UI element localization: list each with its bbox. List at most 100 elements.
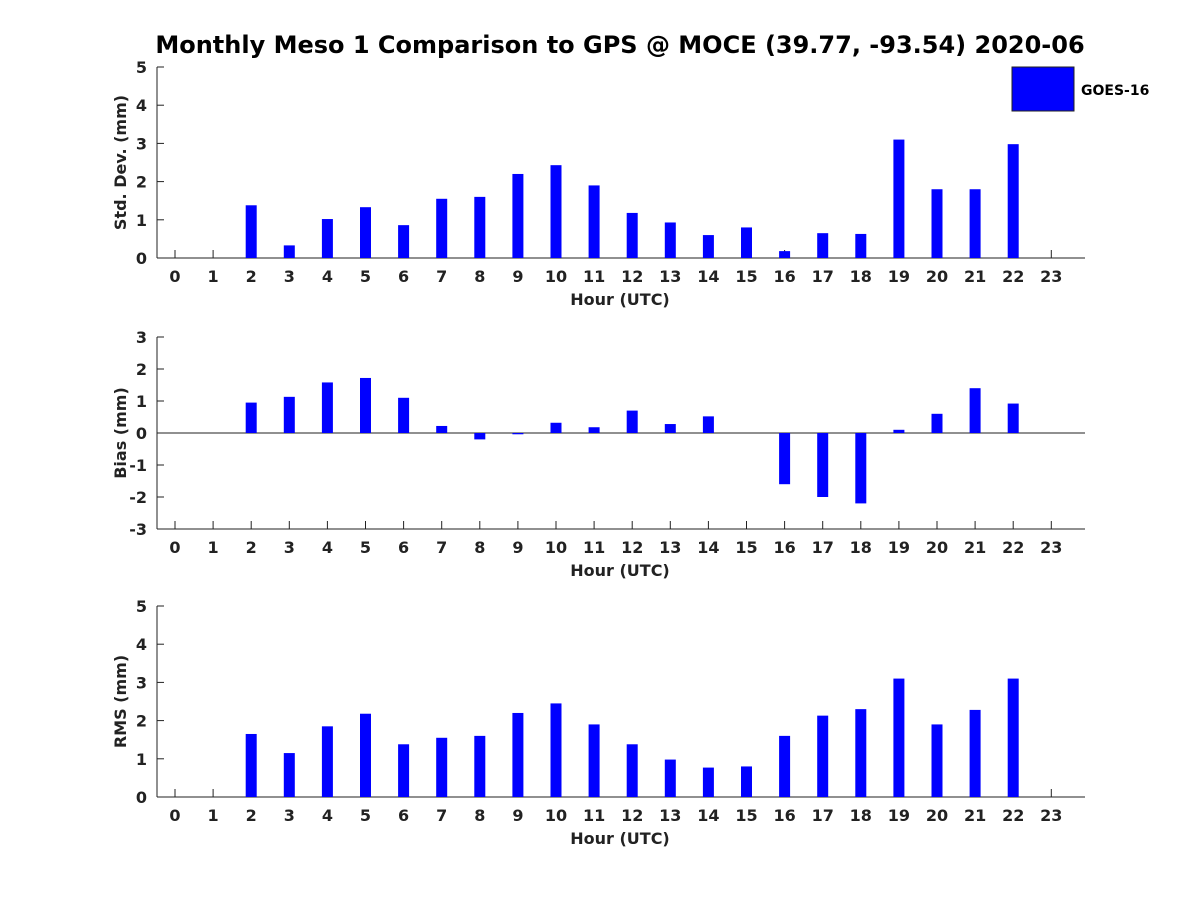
legend-swatch bbox=[1011, 66, 1075, 112]
y-tick-label: 1 bbox=[136, 392, 147, 411]
bar-bias-hour-5 bbox=[360, 377, 371, 433]
bar-bias-hour-18 bbox=[855, 433, 867, 504]
x-tick-label: 23 bbox=[1040, 806, 1062, 825]
bar-std-dev-hour-4 bbox=[321, 219, 333, 258]
x-tick-label: 10 bbox=[545, 538, 567, 557]
x-tick-label: 14 bbox=[697, 267, 719, 286]
y-tick-label: 4 bbox=[136, 635, 147, 654]
y-tick-label: 0 bbox=[136, 788, 147, 807]
x-tick-label: 4 bbox=[322, 267, 333, 286]
bar-rms-hour-20 bbox=[931, 724, 943, 797]
bar-rms-hour-13 bbox=[664, 759, 676, 797]
bar-bias-hour-10 bbox=[550, 422, 562, 433]
bar-rms-hour-7 bbox=[436, 737, 448, 797]
x-tick-label: 19 bbox=[888, 538, 910, 557]
bar-rms-hour-11 bbox=[588, 724, 600, 797]
y-tick-label: 5 bbox=[136, 597, 147, 616]
bar-std-dev-hour-7 bbox=[436, 198, 448, 258]
x-tick-label: 18 bbox=[850, 267, 872, 286]
x-tick-label: 0 bbox=[169, 267, 180, 286]
bar-bias-hour-8 bbox=[474, 433, 486, 440]
x-tick-label: 9 bbox=[512, 267, 523, 286]
y-tick-label: -3 bbox=[129, 520, 147, 539]
bar-std-dev-hour-21 bbox=[969, 189, 981, 258]
x-tick-label: 15 bbox=[735, 267, 757, 286]
bar-std-dev-hour-14 bbox=[702, 235, 714, 258]
bar-std-dev-hour-19 bbox=[893, 139, 905, 258]
y-axis-label: Std. Dev. (mm) bbox=[111, 95, 130, 230]
bar-bias-hour-2 bbox=[245, 402, 257, 433]
bar-bias-hour-4 bbox=[321, 382, 333, 433]
x-tick-label: 16 bbox=[773, 538, 795, 557]
bar-bias-hour-20 bbox=[931, 413, 943, 433]
x-tick-label: 7 bbox=[436, 538, 447, 557]
x-tick-label: 13 bbox=[659, 538, 681, 557]
y-tick-label: 0 bbox=[136, 424, 147, 443]
x-axis-label: Hour (UTC) bbox=[570, 290, 670, 309]
bar-bias-hour-13 bbox=[664, 424, 676, 433]
bar-std-dev-hour-15 bbox=[741, 227, 752, 258]
x-tick-label: 17 bbox=[812, 267, 834, 286]
bar-bias-hour-14 bbox=[702, 416, 714, 433]
x-tick-label: 17 bbox=[812, 806, 834, 825]
x-tick-label: 11 bbox=[583, 806, 605, 825]
x-tick-label: 22 bbox=[1002, 538, 1024, 557]
bar-rms-hour-21 bbox=[969, 709, 981, 797]
x-tick-label: 15 bbox=[735, 538, 757, 557]
x-tick-label: 16 bbox=[773, 806, 795, 825]
bar-rms-hour-18 bbox=[855, 709, 867, 797]
y-tick-label: 2 bbox=[136, 173, 147, 192]
y-tick-label: 1 bbox=[136, 750, 147, 769]
y-tick-label: 3 bbox=[136, 134, 147, 153]
bar-std-dev-hour-17 bbox=[817, 233, 829, 258]
x-tick-label: 22 bbox=[1002, 267, 1024, 286]
y-tick-label: -1 bbox=[129, 456, 147, 475]
x-tick-label: 2 bbox=[246, 538, 257, 557]
y-tick-label: 3 bbox=[136, 328, 147, 347]
bar-std-dev-hour-12 bbox=[626, 212, 638, 258]
x-tick-label: 23 bbox=[1040, 267, 1062, 286]
bar-rms-hour-15 bbox=[741, 766, 752, 797]
x-tick-label: 18 bbox=[850, 806, 872, 825]
x-tick-label: 21 bbox=[964, 538, 986, 557]
y-tick-label: 1 bbox=[136, 211, 147, 230]
y-tick-label: 2 bbox=[136, 712, 147, 731]
x-tick-label: 21 bbox=[964, 267, 986, 286]
bar-rms-hour-9 bbox=[512, 712, 524, 797]
bar-rms-hour-4 bbox=[321, 726, 333, 797]
x-tick-label: 6 bbox=[398, 267, 409, 286]
x-tick-label: 0 bbox=[169, 806, 180, 825]
y-tick-label: 2 bbox=[136, 360, 147, 379]
y-axis-label: RMS (mm) bbox=[111, 655, 130, 748]
x-tick-label: 1 bbox=[208, 806, 219, 825]
bar-bias-hour-16 bbox=[779, 433, 791, 485]
x-tick-label: 2 bbox=[246, 267, 257, 286]
bar-std-dev-hour-10 bbox=[550, 165, 562, 258]
bar-bias-hour-21 bbox=[969, 388, 981, 433]
bar-rms-hour-12 bbox=[626, 744, 638, 797]
bar-rms-hour-8 bbox=[474, 735, 486, 797]
x-tick-label: 9 bbox=[512, 806, 523, 825]
bar-bias-hour-22 bbox=[1007, 403, 1019, 433]
x-tick-label: 20 bbox=[926, 538, 948, 557]
x-axis-label: Hour (UTC) bbox=[570, 561, 670, 580]
bar-std-dev-hour-5 bbox=[360, 207, 371, 258]
bar-rms-hour-19 bbox=[893, 678, 905, 797]
bar-rms-hour-5 bbox=[360, 713, 371, 797]
legend: GOES-16 bbox=[1011, 66, 1149, 112]
y-axis-label: Bias (mm) bbox=[111, 387, 130, 479]
y-tick-label: -2 bbox=[129, 488, 147, 507]
x-tick-label: 22 bbox=[1002, 806, 1024, 825]
y-tick-label: 3 bbox=[136, 673, 147, 692]
bar-rms-hour-22 bbox=[1007, 678, 1019, 797]
y-tick-label: 0 bbox=[136, 249, 147, 268]
x-tick-label: 13 bbox=[659, 267, 681, 286]
x-tick-label: 9 bbox=[512, 538, 523, 557]
bar-rms-hour-10 bbox=[550, 703, 562, 797]
bar-bias-hour-17 bbox=[817, 433, 829, 497]
